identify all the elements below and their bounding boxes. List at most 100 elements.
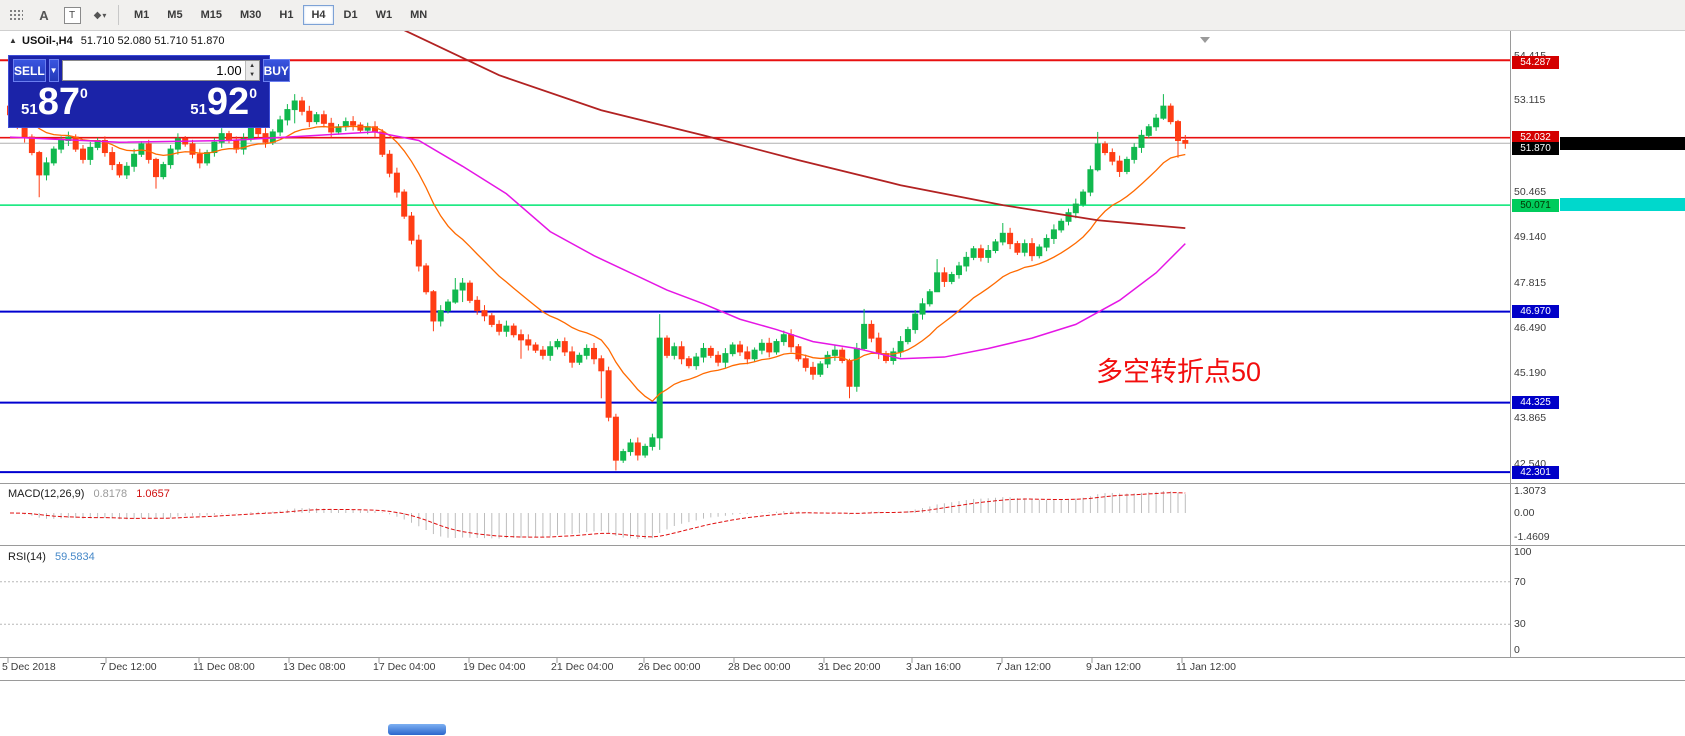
order-type-dropdown[interactable]: ▼ [48,59,59,82]
toolbar-separator [118,5,119,25]
candle-body [766,342,773,353]
volume-spinner-up[interactable]: ▲ [245,61,259,71]
candle-body [189,143,196,155]
timeframe-button-m1[interactable]: M1 [126,5,157,25]
candle-body [101,140,108,154]
candle-body [985,250,992,258]
candle-body [934,272,941,293]
volume-spinner-down[interactable]: ▼ [245,70,259,80]
candle-body [656,337,663,439]
candle-body [780,334,787,343]
candle-body [912,313,919,331]
moving-averages [9,30,1186,403]
symbol-ohlc-line: USOil-,H4 51.710 52.080 51.710 51.870 [22,35,225,47]
candle-body [299,100,305,112]
timeframe-button-h1[interactable]: H1 [271,5,301,25]
right-edge-black-strip [1560,137,1685,150]
candle-body [788,334,795,348]
timeframe-button-h4[interactable]: H4 [303,5,334,25]
candle-body [474,299,481,312]
one-click-collapse-arrow[interactable]: ▲ [9,36,17,45]
rsi-scale-0: 0 [1514,644,1520,656]
candle-body [1167,105,1174,123]
timeframe-button-d1[interactable]: D1 [336,5,366,25]
candle-body [196,153,203,164]
price-tick-43.865: 43.865 [1514,412,1547,425]
candle-body [1058,220,1065,231]
shapes-tool-icon[interactable]: ◆ ▾ [88,4,112,26]
candle-body [488,315,495,325]
candle-body [897,341,904,353]
candle-body [1050,229,1057,239]
timeframe-button-m15[interactable]: M15 [193,5,230,25]
candle-body [1021,243,1028,253]
timeframe-button-w1[interactable]: W1 [368,5,401,25]
candle-body [956,265,962,276]
price-marker-44.325: 44.325 [1512,396,1559,410]
candle-body [1109,152,1116,162]
buy-price[interactable]: 51 92 0 [190,82,257,123]
price-tick-47.815: 47.815 [1514,276,1547,289]
shapes-glyph: ◆ [93,9,102,21]
time-tick-label: 3 Jan 16:00 [906,661,961,673]
candle-body [875,337,882,355]
macd-name: MACD(12,26,9) [8,488,85,500]
hscrollbar-thumb[interactable] [388,724,446,735]
candle-body [853,347,860,387]
candle-body [634,442,641,456]
price-shift-marker-icon[interactable] [1200,37,1210,43]
candle-body [671,346,678,356]
macd-signal-value: 1.0657 [136,488,170,500]
candle-body [87,146,94,160]
timeframe-button-mn[interactable]: MN [402,5,435,25]
candle-body [408,215,415,241]
price-marker-46.970: 46.970 [1512,305,1559,319]
volume-input[interactable] [62,61,245,80]
candle-body [591,347,597,360]
candle-body [693,356,700,367]
sell-price[interactable]: 51 87 0 [21,82,88,123]
candle-body [218,133,225,143]
candle-body [722,353,729,363]
textbox-tool-icon[interactable]: T [60,4,84,26]
candle-body [627,442,634,453]
ma-fast-line[interactable] [9,114,1186,403]
candle-body [1116,160,1123,172]
sell-button[interactable]: SELL [13,59,46,82]
candle-body [664,337,670,356]
candle-body [58,140,65,150]
candle-body [174,138,181,150]
time-tick-label: 7 Jan 12:00 [996,661,1051,673]
candle-body [123,165,130,176]
candle-body [109,152,116,166]
time-tick-label: 26 Dec 00:00 [638,661,701,673]
text-tool-icon[interactable]: A [39,7,49,23]
ma-mid-line[interactable] [9,131,1186,360]
candle-body [36,152,43,176]
time-tick-label: 28 Dec 00:00 [728,661,791,673]
toolbar: A T ◆ ▾ M1 M5 M15 M30 H1 H4 D1 W1 MN [0,0,1685,31]
candle-body [715,354,722,363]
candle-body [167,148,174,166]
price-marker-51.870: 51.870 [1512,141,1559,155]
timeframe-button-m5[interactable]: M5 [159,5,190,25]
buy-button[interactable]: BUY [262,59,290,82]
macd-scale--1.4609: -1.4609 [1514,531,1550,543]
candle-body [277,119,284,133]
timeframe-button-m30[interactable]: M30 [232,5,269,25]
candle-body [1153,117,1160,128]
time-axis-ticks [7,658,1183,663]
ma-slow-line[interactable] [403,30,1186,230]
candle-body [496,323,503,332]
timeframe-buttons: M1 M5 M15 M30 H1 H4 D1 W1 MN [125,5,436,25]
candle-body [350,121,357,126]
crosshair-grid-icon[interactable] [4,4,28,26]
candle-body [963,256,970,267]
candle-body [569,351,576,363]
candle-body [1029,243,1035,257]
rsi-name: RSI(14) [8,551,46,563]
candle-body [605,370,612,418]
candle-body [810,366,816,375]
candle-body [926,291,933,305]
